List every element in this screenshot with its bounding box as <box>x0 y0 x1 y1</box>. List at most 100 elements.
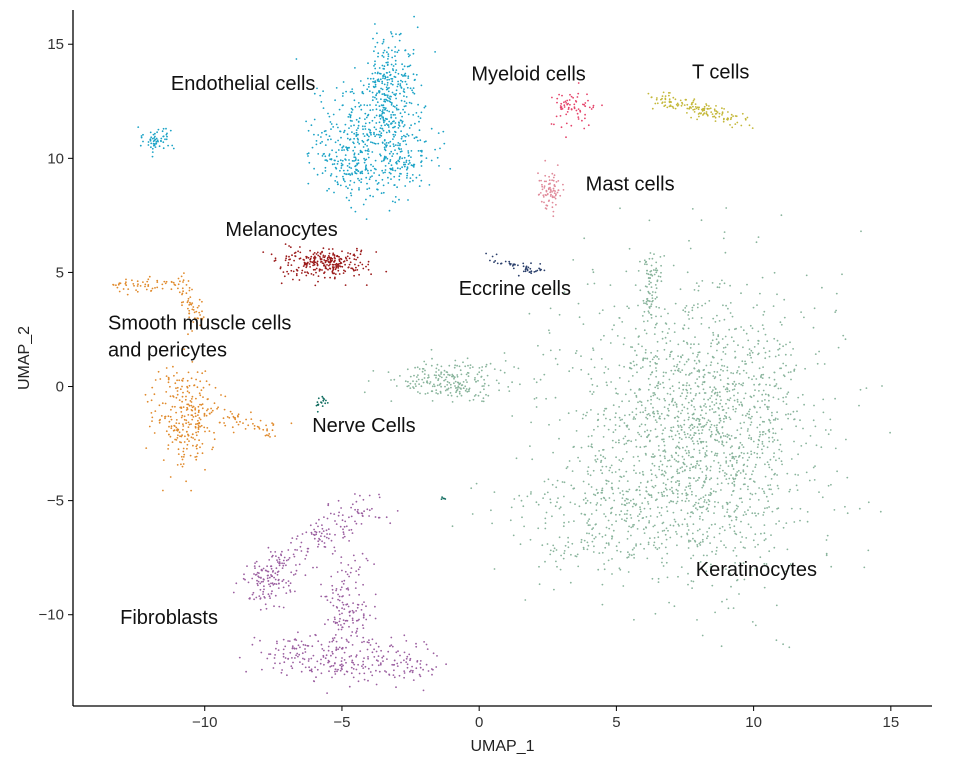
data-point <box>361 263 364 266</box>
data-point <box>390 168 392 171</box>
data-point <box>557 497 559 499</box>
data-point <box>689 247 692 250</box>
data-point <box>729 453 731 456</box>
data-point <box>654 269 657 271</box>
data-point <box>377 52 380 55</box>
data-point <box>351 644 354 646</box>
data-point <box>285 257 287 260</box>
data-point <box>747 488 749 491</box>
data-point <box>118 282 121 285</box>
data-point <box>577 565 580 568</box>
data-point <box>619 419 622 421</box>
data-point <box>700 497 702 500</box>
data-point <box>571 470 574 472</box>
data-point <box>640 367 642 369</box>
data-point <box>339 184 342 187</box>
data-point <box>594 454 597 457</box>
data-point <box>293 638 296 641</box>
data-point <box>698 452 701 454</box>
data-point <box>253 565 256 567</box>
data-point <box>406 86 409 89</box>
data-point <box>181 287 184 290</box>
data-point <box>390 103 393 106</box>
data-point <box>344 123 347 126</box>
data-point <box>281 580 284 583</box>
data-point <box>736 471 739 473</box>
data-point <box>276 573 279 576</box>
data-point <box>744 392 747 395</box>
data-point <box>662 375 665 377</box>
data-point <box>694 103 697 105</box>
data-point <box>187 371 190 374</box>
data-point <box>755 514 757 517</box>
data-point <box>253 573 255 575</box>
data-point <box>683 363 686 366</box>
data-point <box>290 269 293 272</box>
data-point <box>725 304 727 307</box>
data-point <box>610 486 613 489</box>
data-point <box>374 63 376 66</box>
data-point <box>291 254 293 257</box>
data-point <box>177 434 179 437</box>
data-point <box>328 641 331 643</box>
data-point <box>289 591 292 593</box>
data-point <box>686 512 689 515</box>
data-point <box>267 434 270 437</box>
data-point <box>730 116 733 119</box>
data-point <box>705 454 708 457</box>
data-point <box>321 395 324 398</box>
data-point <box>664 101 666 103</box>
data-point <box>656 384 659 387</box>
data-point <box>753 406 756 409</box>
data-point <box>368 639 370 641</box>
data-point <box>692 465 695 468</box>
data-point <box>563 521 565 524</box>
data-point <box>586 541 589 544</box>
data-point <box>688 476 690 479</box>
data-point <box>390 644 393 646</box>
data-point <box>553 588 555 591</box>
data-point <box>731 382 734 385</box>
data-point <box>327 504 330 507</box>
data-point <box>689 540 692 542</box>
data-point <box>449 167 452 170</box>
data-point <box>670 500 673 503</box>
data-point <box>772 440 774 443</box>
data-point <box>401 63 403 66</box>
data-point <box>270 592 273 595</box>
data-point <box>504 260 507 263</box>
data-point <box>530 272 533 275</box>
data-point <box>718 432 721 435</box>
data-point <box>358 187 360 189</box>
data-point <box>305 257 308 259</box>
data-point <box>354 493 356 495</box>
data-point <box>165 280 168 283</box>
data-point <box>677 460 680 463</box>
data-point <box>259 639 261 642</box>
data-point <box>473 395 476 397</box>
data-point <box>783 316 786 319</box>
data-point <box>402 140 405 143</box>
data-point <box>654 326 656 329</box>
data-point <box>652 486 655 489</box>
data-point <box>698 351 701 354</box>
data-point <box>749 352 751 354</box>
data-point <box>713 115 716 118</box>
data-point <box>844 338 847 341</box>
data-point <box>701 511 703 514</box>
data-point <box>182 425 185 427</box>
data-point <box>671 492 674 494</box>
data-point <box>681 499 683 502</box>
data-point <box>216 407 219 410</box>
data-point <box>325 159 328 162</box>
data-point <box>645 332 648 335</box>
data-point <box>389 172 392 175</box>
data-point <box>569 501 572 504</box>
data-point <box>675 460 678 462</box>
data-point <box>175 422 178 424</box>
data-point <box>573 103 576 106</box>
data-point <box>677 410 680 413</box>
data-point <box>535 381 538 384</box>
data-point <box>408 127 411 129</box>
data-point <box>394 131 397 134</box>
